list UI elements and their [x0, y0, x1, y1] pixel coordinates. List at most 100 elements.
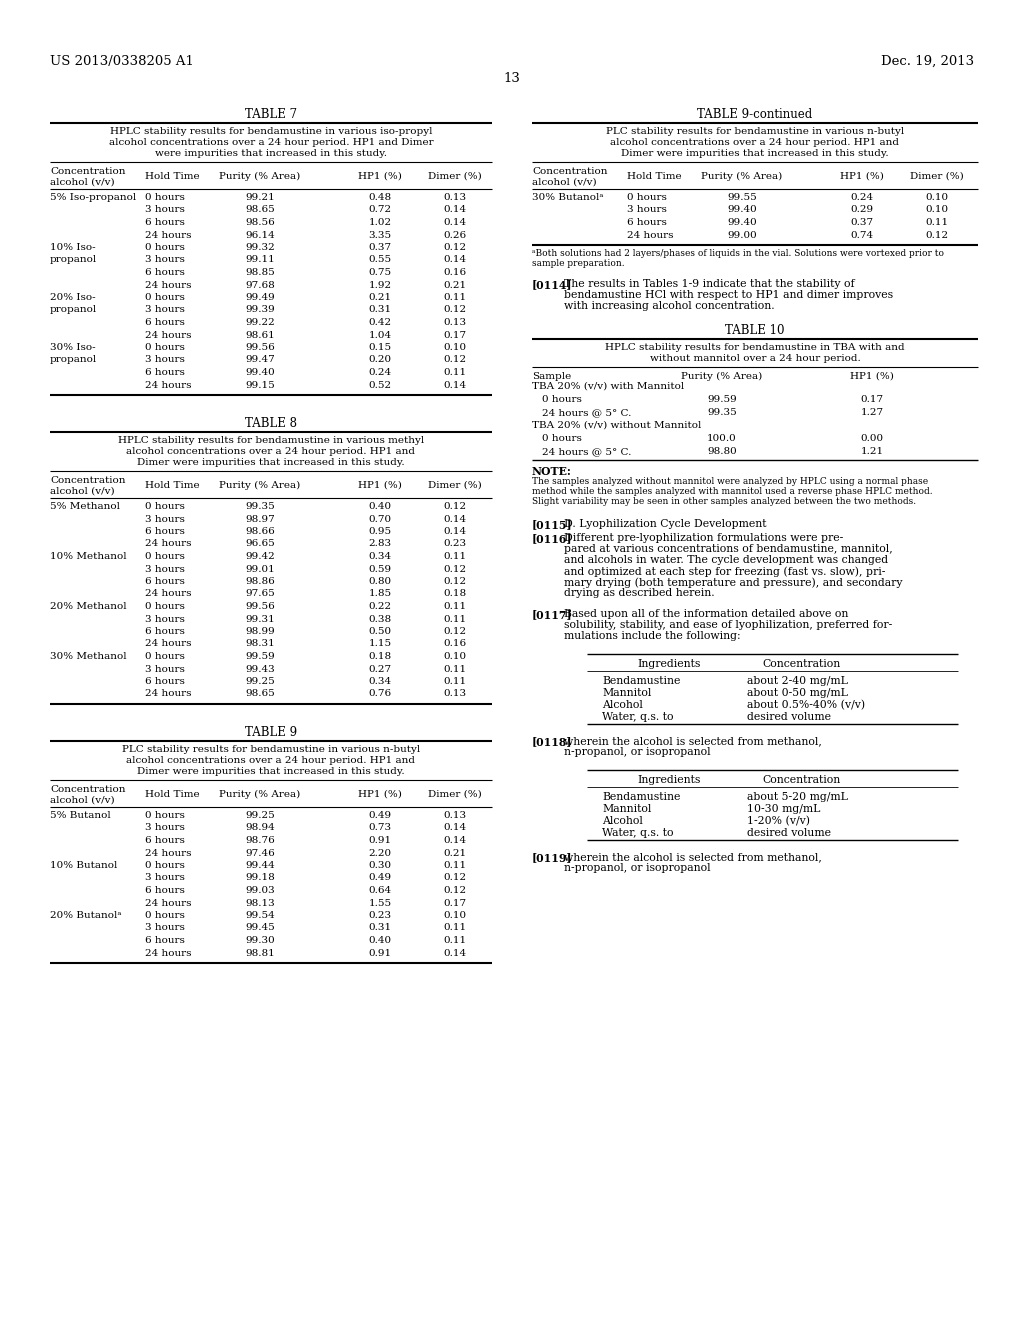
Text: 0.37: 0.37	[369, 243, 391, 252]
Text: 99.18: 99.18	[245, 874, 274, 883]
Text: 0.38: 0.38	[369, 615, 391, 623]
Text: [0119]: [0119]	[532, 851, 572, 863]
Text: 0.72: 0.72	[369, 206, 391, 214]
Text: alcohol concentrations over a 24 hour period. HP1 and: alcohol concentrations over a 24 hour pe…	[127, 756, 416, 766]
Text: 0.13: 0.13	[443, 193, 467, 202]
Text: 99.45: 99.45	[245, 924, 274, 932]
Text: Hold Time: Hold Time	[145, 789, 200, 799]
Text: 98.31: 98.31	[245, 639, 274, 648]
Text: 0.10: 0.10	[443, 652, 467, 661]
Text: 99.03: 99.03	[245, 886, 274, 895]
Text: Purity (% Area): Purity (% Area)	[701, 172, 782, 181]
Text: 97.68: 97.68	[245, 281, 274, 289]
Text: 0.21: 0.21	[369, 293, 391, 302]
Text: Purity (% Area): Purity (% Area)	[219, 789, 301, 799]
Text: 0.14: 0.14	[443, 206, 467, 214]
Text: 0.12: 0.12	[443, 355, 467, 364]
Text: 0.26: 0.26	[443, 231, 467, 239]
Text: 0.34: 0.34	[369, 677, 391, 686]
Text: 0 hours: 0 hours	[145, 861, 185, 870]
Text: Concentration: Concentration	[532, 168, 607, 176]
Text: sample preparation.: sample preparation.	[532, 259, 625, 268]
Text: 0.14: 0.14	[443, 380, 467, 389]
Text: 0.12: 0.12	[443, 243, 467, 252]
Text: 1.21: 1.21	[860, 447, 884, 455]
Text: Water, q.s. to: Water, q.s. to	[602, 828, 674, 838]
Text: about 2-40 mg/mL: about 2-40 mg/mL	[746, 676, 848, 686]
Text: without mannitol over a 24 hour period.: without mannitol over a 24 hour period.	[649, 354, 860, 363]
Text: 20% Iso-: 20% Iso-	[50, 293, 95, 302]
Text: 0.70: 0.70	[369, 515, 391, 524]
Text: 5% Butanol: 5% Butanol	[50, 810, 111, 820]
Text: 99.59: 99.59	[708, 395, 737, 404]
Text: 99.31: 99.31	[245, 615, 274, 623]
Text: HPLC stability results for bendamustine in various methyl: HPLC stability results for bendamustine …	[118, 436, 424, 445]
Text: alcohol (v/v): alcohol (v/v)	[50, 487, 115, 496]
Text: 0.12: 0.12	[443, 502, 467, 511]
Text: 0.12: 0.12	[443, 627, 467, 636]
Text: 0 hours: 0 hours	[145, 243, 185, 252]
Text: 98.66: 98.66	[245, 527, 274, 536]
Text: 99.55: 99.55	[727, 193, 757, 202]
Text: 0.11: 0.11	[443, 552, 467, 561]
Text: mary drying (both temperature and pressure), and secondary: mary drying (both temperature and pressu…	[564, 577, 902, 587]
Text: alcohol (v/v): alcohol (v/v)	[50, 178, 115, 187]
Text: 0.12: 0.12	[443, 565, 467, 573]
Text: 0.27: 0.27	[369, 664, 391, 673]
Text: 99.56: 99.56	[245, 602, 274, 611]
Text: Bendamustine: Bendamustine	[602, 792, 680, 803]
Text: 0.16: 0.16	[443, 639, 467, 648]
Text: PLC stability results for bendamustine in various n-butyl: PLC stability results for bendamustine i…	[606, 127, 904, 136]
Text: 0.31: 0.31	[369, 305, 391, 314]
Text: 0.52: 0.52	[369, 380, 391, 389]
Text: 0.42: 0.42	[369, 318, 391, 327]
Text: 99.40: 99.40	[727, 218, 757, 227]
Text: Dec. 19, 2013: Dec. 19, 2013	[881, 55, 974, 69]
Text: 6 hours: 6 hours	[145, 368, 185, 378]
Text: alcohol (v/v): alcohol (v/v)	[50, 796, 115, 805]
Text: Ingredients: Ingredients	[637, 775, 700, 785]
Text: 24 hours @ 5° C.: 24 hours @ 5° C.	[542, 447, 632, 455]
Text: D. Lyophilization Cycle Development: D. Lyophilization Cycle Development	[564, 519, 767, 529]
Text: desired volume: desired volume	[746, 711, 831, 722]
Text: 0.34: 0.34	[369, 552, 391, 561]
Text: Bendamustine: Bendamustine	[602, 676, 680, 686]
Text: 10% Iso-: 10% Iso-	[50, 243, 95, 252]
Text: Dimer were impurities that increased in this study.: Dimer were impurities that increased in …	[622, 149, 889, 158]
Text: 99.11: 99.11	[245, 256, 274, 264]
Text: 6 hours: 6 hours	[145, 268, 185, 277]
Text: 99.35: 99.35	[708, 408, 737, 417]
Text: HP1 (%): HP1 (%)	[358, 172, 402, 181]
Text: 0.73: 0.73	[369, 824, 391, 833]
Text: bendamustine HCl with respect to HP1 and dimer improves: bendamustine HCl with respect to HP1 and…	[564, 290, 893, 300]
Text: Mannitol: Mannitol	[602, 688, 651, 698]
Text: 10% Butanol: 10% Butanol	[50, 861, 118, 870]
Text: 0.24: 0.24	[851, 193, 873, 202]
Text: 99.59: 99.59	[245, 652, 274, 661]
Text: Dimer were impurities that increased in this study.: Dimer were impurities that increased in …	[137, 458, 404, 467]
Text: 3 hours: 3 hours	[145, 256, 185, 264]
Text: 6 hours: 6 hours	[145, 577, 185, 586]
Text: 98.85: 98.85	[245, 268, 274, 277]
Text: 0.12: 0.12	[443, 305, 467, 314]
Text: 99.35: 99.35	[245, 502, 274, 511]
Text: alcohol (v/v): alcohol (v/v)	[532, 178, 597, 187]
Text: Dimer (%): Dimer (%)	[910, 172, 964, 181]
Text: 0.10: 0.10	[926, 193, 948, 202]
Text: 0.11: 0.11	[443, 602, 467, 611]
Text: TABLE 10: TABLE 10	[725, 323, 784, 337]
Text: 0.12: 0.12	[443, 886, 467, 895]
Text: 99.25: 99.25	[245, 810, 274, 820]
Text: 0.31: 0.31	[369, 924, 391, 932]
Text: 0.00: 0.00	[860, 434, 884, 444]
Text: PLC stability results for bendamustine in various n-butyl: PLC stability results for bendamustine i…	[122, 744, 420, 754]
Text: 98.80: 98.80	[708, 447, 737, 455]
Text: 98.61: 98.61	[245, 330, 274, 339]
Text: 24 hours: 24 hours	[145, 330, 191, 339]
Text: 0.91: 0.91	[369, 949, 391, 957]
Text: Purity (% Area): Purity (% Area)	[219, 172, 301, 181]
Text: Concentration: Concentration	[50, 168, 126, 176]
Text: 98.76: 98.76	[245, 836, 274, 845]
Text: 99.43: 99.43	[245, 664, 274, 673]
Text: 3 hours: 3 hours	[145, 874, 185, 883]
